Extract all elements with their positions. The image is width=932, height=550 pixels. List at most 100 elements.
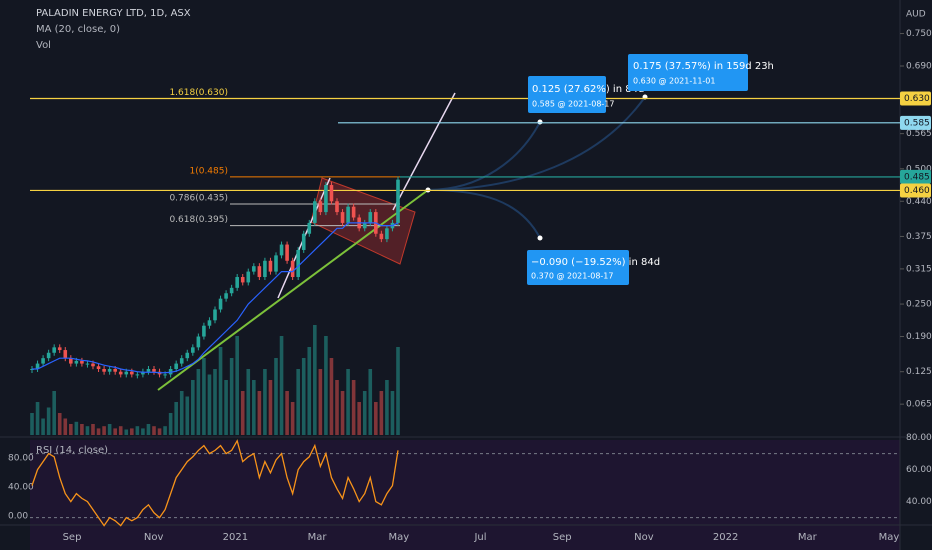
candle [163, 374, 167, 376]
volume-bar [135, 426, 140, 435]
volume-bar [163, 426, 167, 435]
candle [279, 244, 284, 256]
fib-label: 1.618(0.630) [169, 88, 228, 98]
volume-bar [257, 391, 262, 435]
candle [96, 366, 101, 369]
candle [130, 371, 134, 375]
volume-bar [85, 426, 90, 435]
candle [57, 347, 62, 351]
candle [46, 352, 51, 359]
candle [318, 201, 323, 213]
fib-label: 0.786(0.435) [169, 193, 228, 203]
chart-title: PALADIN ENERGY LTD, 1D, ASX [36, 8, 191, 19]
candle [335, 201, 339, 213]
volume-bar [374, 402, 378, 435]
volume-bar [368, 369, 373, 435]
volume-bar [46, 407, 51, 435]
y-tick-label: 0.500 [906, 164, 932, 174]
x-tick-label: Mar [308, 532, 328, 543]
trendline [157, 189, 429, 391]
x-tick-label: Nov [144, 532, 164, 543]
y-tick-label: 0.690 [906, 62, 932, 72]
volume-bar [218, 347, 223, 435]
candle [118, 371, 123, 375]
price-tag [900, 183, 931, 198]
candle [362, 222, 367, 229]
volume-bar [124, 429, 129, 435]
candle [307, 222, 312, 234]
candle [213, 309, 217, 321]
volume-bar [357, 402, 361, 435]
volume-bar [296, 369, 300, 435]
callout-sub: 0.370 @ 2021-08-17 [531, 272, 613, 281]
candle [107, 368, 112, 372]
candle [63, 350, 68, 359]
volume-bar [179, 391, 184, 435]
volume-bar [57, 413, 62, 435]
candle [202, 325, 206, 337]
candle [396, 179, 400, 223]
candle [274, 255, 278, 272]
x-tick-label: May [879, 532, 900, 543]
volume-bar [396, 347, 400, 435]
x-tick-label: May [388, 532, 409, 543]
volume-bar [191, 380, 195, 435]
volume-bar [346, 369, 350, 435]
callout-main: 0.125 (27.62%) in 84d [532, 84, 644, 95]
volume-bar [318, 369, 323, 435]
volume-bar [185, 396, 190, 435]
candle [80, 360, 84, 364]
volume-bar [152, 426, 156, 435]
y-tick-label: 0.440 [906, 197, 932, 207]
candle [35, 363, 40, 369]
x-tick-label: 2021 [223, 532, 248, 543]
volume-bar [268, 380, 273, 435]
volume-bar [107, 424, 112, 435]
candle [191, 347, 195, 353]
callout-box [527, 250, 629, 285]
callout-sub: 0.585 @ 2021-08-17 [532, 100, 614, 109]
callout-main: 0.175 (37.57%) in 159d 23h [633, 61, 774, 72]
candle [290, 260, 295, 278]
callout: 0.125 (27.62%) in 84d 0.585 @ 2021-08-17 [528, 76, 644, 113]
volume-bar [340, 391, 345, 435]
y-tick-label: 0.250 [906, 300, 932, 310]
callout-sub: 0.630 @ 2021-11-01 [633, 77, 715, 86]
callout: 0.175 (37.57%) in 159d 23h 0.630 @ 2021-… [628, 54, 774, 91]
candle [179, 358, 184, 364]
indicator-label: MA (20, close, 0) [36, 24, 120, 35]
volume-bar [74, 421, 79, 435]
volume-bar [246, 369, 251, 435]
fib-label: 1(0.485) [189, 166, 228, 176]
price-tag-label: 0.630 [904, 94, 930, 104]
volume-bar [313, 325, 317, 435]
candle [69, 358, 73, 364]
volume-bar [207, 374, 212, 435]
candle [218, 298, 223, 310]
indicator-label: Vol [36, 40, 51, 51]
y-tick-label: 0.065 [906, 400, 932, 410]
volume-bar [307, 347, 312, 435]
currency: AUD [906, 10, 926, 20]
volume-bar [52, 391, 56, 435]
rsi-left-label: 40.00 [8, 483, 34, 493]
volume-bar [141, 428, 145, 435]
price-tag [900, 91, 931, 106]
candle [301, 233, 306, 250]
candle [246, 271, 251, 283]
candle [235, 277, 239, 288]
candle [146, 368, 151, 372]
volume-bar [351, 380, 356, 435]
candle [124, 371, 129, 375]
volume-bar [290, 402, 295, 435]
candle [152, 368, 156, 372]
x-tick-label: Jul [473, 532, 486, 543]
candle [52, 347, 56, 353]
rsi-tick-label: 40.00 [906, 497, 932, 507]
rsi-title: RSI (14, close) [36, 445, 108, 456]
volume-bar [213, 369, 217, 435]
candle [252, 266, 256, 272]
ma-line [32, 222, 399, 374]
price-tag [900, 115, 931, 130]
